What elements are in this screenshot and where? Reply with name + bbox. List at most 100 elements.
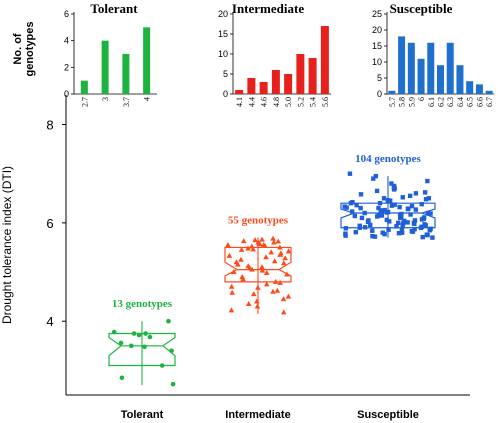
- box-susceptible-point: [426, 196, 432, 201]
- box-susceptible-point: [358, 192, 364, 197]
- box-susceptible-point: [395, 220, 401, 226]
- box-susceptible-point: [372, 234, 378, 239]
- box-susceptible-point: [374, 188, 380, 194]
- intermediate-x-tick-label: 5.6: [321, 97, 330, 107]
- box-susceptible-point: [352, 213, 358, 219]
- box-susceptible-point: [402, 218, 407, 224]
- box-susceptible-point: [407, 193, 413, 199]
- susceptible-bar-6: [417, 58, 425, 94]
- box-susceptible-point: [381, 196, 387, 201]
- susceptible-x-tick-label: 5.8: [398, 97, 407, 107]
- intermediate-x-tick-label: 5.0: [284, 97, 293, 107]
- box-susceptible-point: [420, 234, 425, 240]
- box-intermediate-point: [263, 281, 270, 287]
- box-tolerant-point: [111, 329, 117, 335]
- box-intermediate-point: [277, 279, 283, 285]
- box-susceptible-point: [396, 230, 402, 236]
- box-intermediate-point: [228, 307, 235, 313]
- tolerant-y-tick-label: 4: [64, 36, 69, 46]
- box-susceptible-point: [373, 173, 379, 179]
- box-intermediate-point: [254, 303, 261, 309]
- box-susceptible-point: [419, 217, 425, 222]
- susceptible-y-tick-label: 20: [372, 25, 382, 35]
- tolerant-y-tick-label: 6: [64, 9, 69, 19]
- susceptible-y-tick-label: 0: [377, 89, 382, 99]
- box-intermediate-point: [259, 236, 265, 242]
- box-intermediate-point: [285, 293, 292, 299]
- intermediate-y-tick-label: 5: [223, 69, 228, 79]
- intermediate-bar-4-1: [235, 90, 244, 94]
- box-susceptible-notched-box: [340, 202, 436, 229]
- box-susceptible-point: [423, 197, 429, 202]
- box-susceptible-count-label: 104 genotypes: [355, 153, 421, 165]
- box-susceptible-point: [394, 224, 399, 229]
- dti-boxplot: Drought tolerance index (DTI) 4 6 8 Tolera…: [0, 95, 470, 421]
- histogram-y-axis-label: No. ofgenotypes: [12, 21, 36, 76]
- box-susceptible-point: [410, 229, 416, 234]
- box-intermediate-point: [245, 301, 252, 307]
- box-susceptible-point: [348, 200, 354, 206]
- box-susceptible-point: [418, 225, 424, 230]
- box-susceptible-point: [389, 181, 394, 186]
- boxplot-y-tick-label: 6: [46, 216, 53, 231]
- susceptible-bar-5-8: [398, 36, 406, 94]
- susceptible-y-tick-label: 10: [372, 57, 382, 67]
- box-susceptible-point: [362, 210, 367, 216]
- box-susceptible-point: [347, 171, 353, 176]
- box-intermediate-point: [259, 264, 265, 270]
- tolerant-x-tick-label: 2.7: [80, 97, 89, 107]
- box-intermediate-point: [280, 309, 287, 315]
- box-intermediate-point: [259, 267, 266, 273]
- box-intermediate-point: [245, 245, 251, 251]
- histogram-tolerant: 0 2 4 6 2.7 3 3.7 4: [64, 9, 157, 107]
- box-susceptible-point: [412, 221, 417, 227]
- box-tolerant-point: [169, 348, 174, 354]
- box-susceptible-point: [412, 218, 418, 223]
- box-intermediate-point: [277, 244, 283, 250]
- susceptible-bar-6-3: [446, 42, 454, 94]
- box-intermediate-point: [280, 296, 287, 302]
- box-susceptible-point: [382, 207, 387, 213]
- box-intermediate-point: [270, 235, 276, 241]
- box-susceptible-point: [423, 223, 428, 228]
- box-susceptible-point: [405, 220, 410, 225]
- box-susceptible-point: [370, 228, 375, 233]
- box-tolerant-point: [170, 381, 176, 387]
- box-tolerant-point: [118, 340, 124, 346]
- box-intermediate-point: [240, 276, 246, 282]
- box-susceptible-point: [357, 225, 362, 230]
- box-susceptible-point: [344, 205, 349, 210]
- box-tolerant-point: [147, 334, 153, 340]
- intermediate-bar-4-4: [247, 78, 256, 94]
- box-tolerant-point: [142, 344, 147, 350]
- box-intermediate-point: [250, 246, 256, 252]
- susceptible-x-tick-label: 5.9: [407, 97, 416, 107]
- susceptible-x-tick-label: 6: [417, 97, 426, 101]
- box-susceptible-point: [405, 206, 411, 212]
- histogram-intermediate: 0 5 10 15 20 4.1 4.4 4.6 4.8 5.0 5.2 5.4 5.6: [218, 9, 331, 107]
- box-tolerant-point: [143, 331, 148, 336]
- susceptible-x-tick-label: 6.2: [437, 97, 446, 107]
- box-susceptible-point: [427, 228, 432, 233]
- box-tolerant-point: [131, 331, 137, 336]
- box-intermediate-point: [284, 271, 290, 277]
- susceptible-x-tick-label: 5.7: [388, 97, 397, 107]
- susceptible-bar-6-6: [475, 84, 483, 94]
- susceptible-bar-5-7: [388, 90, 396, 94]
- susceptible-x-tick-label: 6.6: [475, 97, 484, 107]
- box-intermediate-point: [251, 291, 257, 297]
- box-susceptible-point: [365, 219, 371, 225]
- box-intermediate-point: [238, 246, 245, 252]
- box-susceptible-point: [370, 233, 375, 239]
- box-susceptible-point: [371, 176, 376, 181]
- box-intermediate-point: [271, 258, 278, 264]
- box-intermediate-notched-box: [224, 246, 292, 283]
- susceptible-bar-5-9: [407, 42, 415, 94]
- box-susceptible-point: [425, 178, 430, 184]
- box-intermediate: 55 genotypes: [224, 215, 292, 315]
- intermediate-y-tick-label: 20: [218, 9, 228, 19]
- box-intermediate-point: [229, 289, 236, 295]
- intermediate-bar-5-0: [284, 74, 293, 94]
- intermediate-x-tick-label: 4.1: [235, 97, 244, 107]
- box-susceptible-point: [399, 228, 405, 233]
